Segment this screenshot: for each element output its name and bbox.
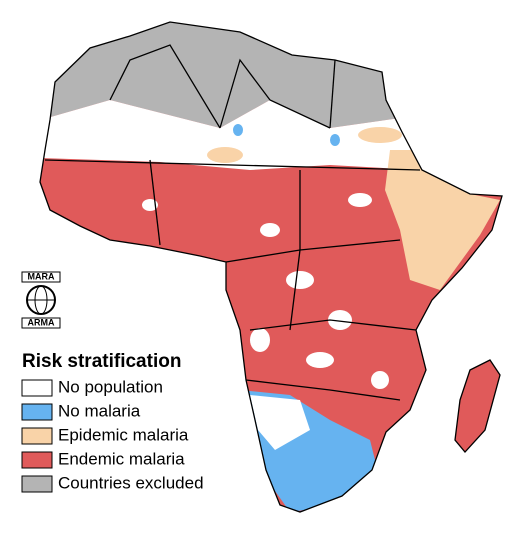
legend-swatch: [21, 379, 53, 397]
logo-box: [21, 317, 61, 329]
patch: [250, 328, 270, 352]
logo: MARA ARMA: [21, 271, 61, 329]
legend-label: Epidemic malaria: [58, 425, 189, 444]
epidemic-spot: [358, 127, 402, 143]
patch: [371, 371, 389, 389]
legend-swatch: [21, 475, 53, 493]
legend-label: No malaria: [58, 401, 141, 420]
patch: [260, 223, 280, 237]
patch: [306, 352, 334, 368]
sahel-zone: [40, 100, 502, 170]
patch: [348, 193, 372, 207]
legend-swatch: [21, 451, 53, 469]
madagascar: [454, 359, 501, 453]
no-pop-patches: [142, 193, 389, 389]
legend-label: No population: [58, 377, 163, 396]
legend-label: Endemic malaria: [58, 449, 185, 468]
epidemic-spot: [207, 147, 243, 163]
legend-label: Countries excluded: [58, 473, 204, 492]
epidemic-east: [385, 150, 500, 290]
no-malaria-spot: [233, 124, 243, 136]
logo-box: [21, 271, 61, 283]
legend: No population No malaria Epidemic malaria E…: [21, 377, 204, 493]
legend-title: Risk stratification: [22, 351, 181, 372]
logo-top: MARA: [28, 271, 55, 281]
legend-swatch: [21, 427, 53, 445]
logo-bottom: ARMA: [28, 317, 55, 327]
patch: [286, 271, 314, 289]
no-malaria-spot: [330, 134, 340, 146]
patch: [328, 310, 352, 330]
legend-swatch: [21, 403, 53, 421]
patch: [142, 199, 158, 211]
country-borders: [44, 44, 421, 401]
no-pop-south: [250, 395, 310, 450]
